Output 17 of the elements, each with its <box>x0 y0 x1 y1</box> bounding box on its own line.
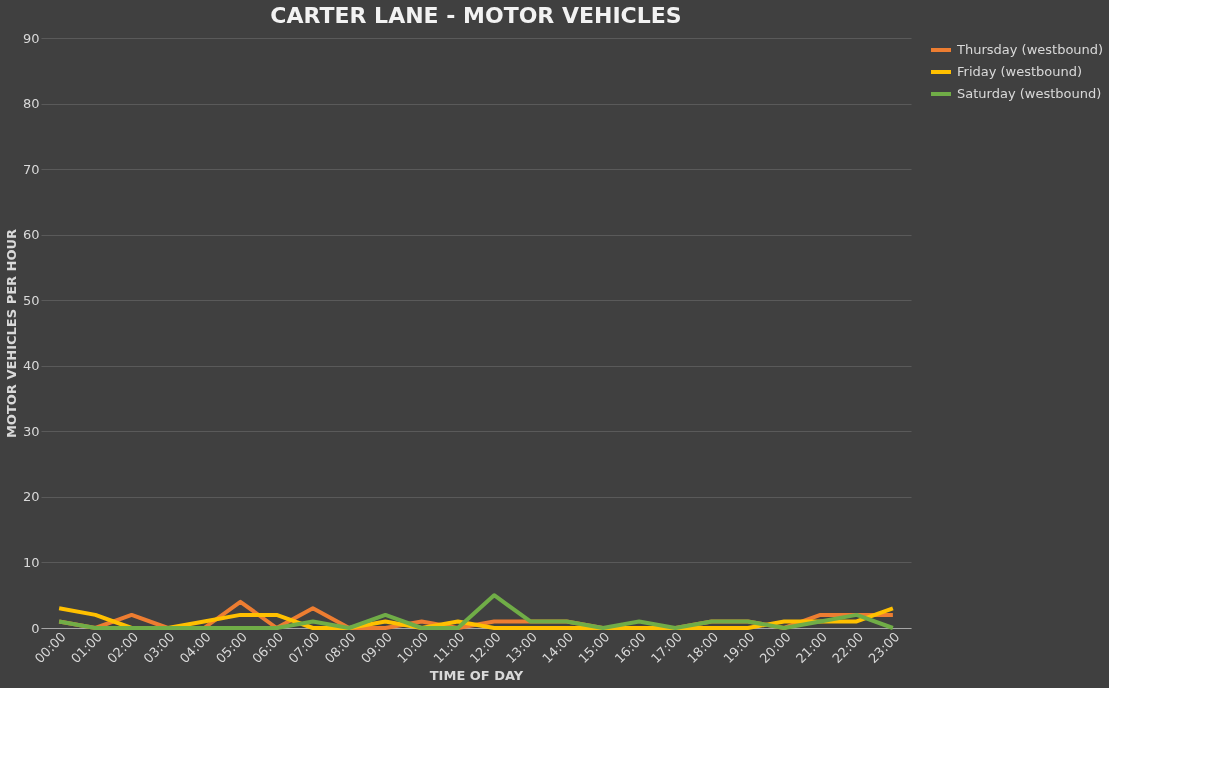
y-tick-label: 0 <box>31 620 40 636</box>
y-tick-label: 60 <box>22 227 40 243</box>
y-tick-label: 70 <box>22 161 40 177</box>
legend-label: Saturday (westbound) <box>957 86 1102 101</box>
y-tick-label: 80 <box>22 96 40 112</box>
chart-title: CARTER LANE - MOTOR VEHICLES <box>270 3 682 28</box>
y-tick-label: 40 <box>22 358 40 374</box>
y-tick-label: 50 <box>22 292 40 308</box>
x-axis-title: TIME OF DAY <box>429 668 524 684</box>
y-tick-label: 10 <box>22 554 40 570</box>
y-tick-label: 20 <box>22 489 40 505</box>
y-axis-title: MOTOR VEHICLES PER HOUR <box>3 228 19 439</box>
line-series <box>57 593 895 630</box>
y-tick-label: 90 <box>22 30 40 46</box>
legend-label: Friday (westbound) <box>957 64 1083 79</box>
y-tick-label: 30 <box>22 423 40 439</box>
legend-label: Thursday (westbound) <box>956 42 1104 57</box>
